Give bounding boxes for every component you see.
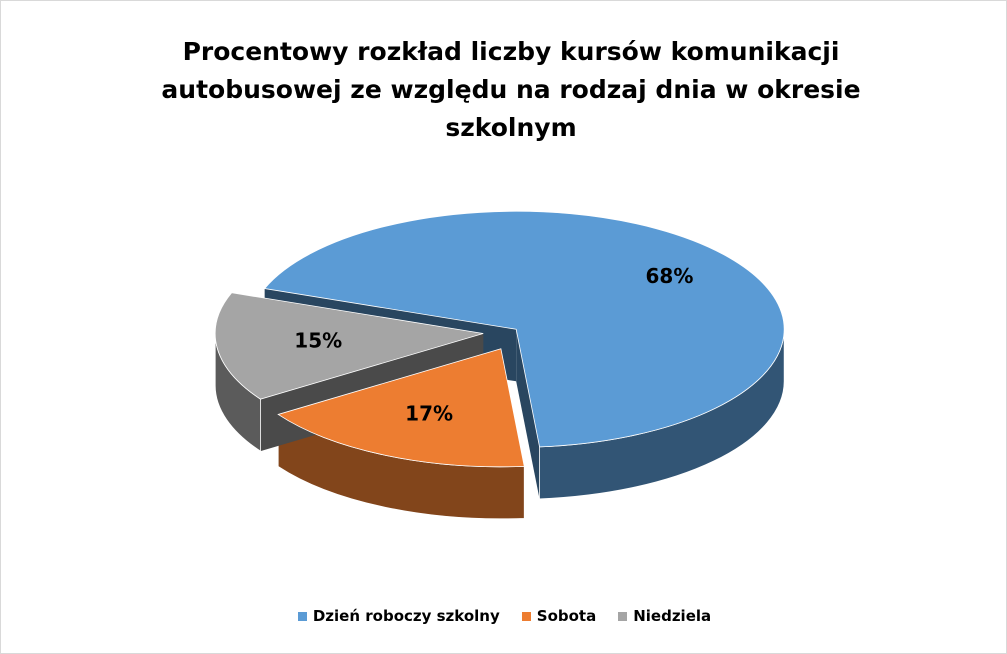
- slice-wall: [516, 329, 540, 499]
- legend-swatch: [297, 611, 307, 621]
- legend-item: Sobota: [521, 607, 597, 625]
- legend-swatch: [521, 611, 531, 621]
- legend-item: Dzień roboczy szkolny: [297, 607, 500, 625]
- chart-title: Procentowy rozkład liczby kursów komunik…: [161, 37, 861, 142]
- data-label: 68%: [646, 264, 694, 288]
- legend-item: Niedziela: [618, 607, 711, 625]
- slice: [214, 292, 484, 400]
- legend-label: Sobota: [536, 607, 597, 625]
- legend-label: Dzień roboczy szkolny: [312, 607, 500, 625]
- slice: [263, 210, 785, 448]
- legend: Dzień roboczy szkolny Sobota Niedziela: [1, 607, 1007, 625]
- slice: [277, 348, 525, 468]
- legend-label: Niedziela: [633, 607, 712, 625]
- data-label: 17%: [405, 401, 453, 425]
- legend-swatch: [618, 611, 628, 621]
- data-label: 15%: [294, 329, 342, 353]
